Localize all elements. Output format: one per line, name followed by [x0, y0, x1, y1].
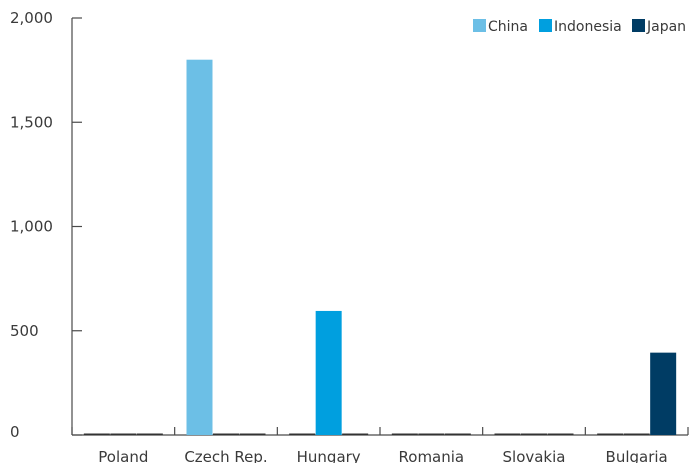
- legend-swatch-japan: [632, 19, 645, 32]
- legend-swatch-china: [473, 19, 486, 32]
- bar-zero-japan-0: [136, 433, 163, 435]
- y-tick-label: 2,000: [10, 9, 53, 27]
- x-tick-label: Romania: [399, 448, 465, 463]
- x-tick-label: Hungary: [297, 448, 361, 463]
- y-tick-label: 1,000: [10, 218, 53, 236]
- bar-zero-china-4: [494, 433, 521, 435]
- bar-zero-indonesia-3: [418, 433, 445, 435]
- bar-zero-indonesia-4: [521, 433, 547, 435]
- bar-japan-5: [650, 352, 677, 435]
- bar-zero-indonesia-5: [623, 433, 650, 435]
- x-axis: Poland Czech Rep. Hungary Romania Slovakia Bu…: [71, 427, 689, 463]
- bar-china-1: [186, 59, 213, 435]
- bar-zero-japan-2: [342, 433, 369, 435]
- x-tick-label: Czech Rep.: [184, 448, 267, 463]
- y-tick-label: 500: [10, 322, 39, 340]
- legend-label-china: China: [488, 19, 528, 35]
- x-tick-label: Poland: [98, 448, 148, 463]
- bars: [83, 59, 677, 435]
- y-tick-label: 1,500: [10, 113, 53, 131]
- x-tick-label: Bulgaria: [606, 448, 668, 463]
- bar-zero-indonesia-1: [213, 433, 239, 435]
- y-tick-label: 0: [10, 423, 20, 441]
- bar-zero-japan-4: [547, 433, 574, 435]
- y-axis: 0 500 1,000 1,500 2,000: [10, 9, 82, 441]
- bar-zero-china-0: [83, 433, 110, 435]
- bar-zero-china-5: [597, 433, 624, 435]
- bar-zero-indonesia-0: [110, 433, 137, 435]
- legend-swatch-indonesia: [539, 19, 552, 32]
- bar-indonesia-2: [315, 310, 342, 435]
- legend-label-japan: Japan: [646, 19, 686, 35]
- x-tick-label: Slovakia: [503, 448, 566, 463]
- bar-zero-japan-3: [444, 433, 471, 435]
- bar-zero-japan-1: [239, 433, 266, 435]
- bar-zero-china-2: [289, 433, 316, 435]
- bar-zero-china-3: [391, 433, 418, 435]
- legend: China Indonesia Japan: [473, 19, 686, 35]
- legend-label-indonesia: Indonesia: [554, 19, 622, 35]
